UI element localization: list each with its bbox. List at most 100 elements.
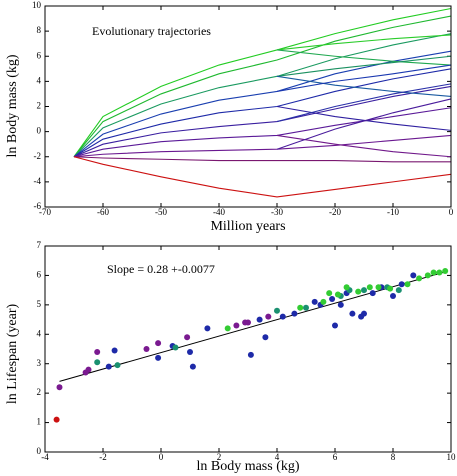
y-tick-label: 5 (37, 299, 42, 309)
point (184, 334, 191, 341)
point (303, 304, 309, 311)
trajectory (73, 134, 452, 158)
point (430, 269, 437, 276)
point (387, 285, 394, 292)
annotation: Evolutionary trajectories (92, 24, 211, 38)
x-tick-label: -20 (329, 207, 341, 217)
point (326, 290, 333, 297)
point (224, 325, 231, 332)
y-tick-label: 4 (37, 328, 42, 338)
y-tick-label: -4 (34, 176, 42, 186)
x-tick-label: 0 (159, 452, 164, 462)
y-tick-label: 10 (32, 0, 42, 10)
x-axis-label: ln Body mass (kg) (196, 459, 299, 474)
point (105, 363, 112, 370)
point (395, 287, 402, 294)
y-tick-label: 6 (37, 269, 42, 279)
point (436, 269, 443, 276)
point (361, 310, 367, 317)
trajectory (73, 33, 452, 158)
point (155, 354, 162, 361)
plot-frame (44, 245, 452, 453)
y-tick-label: 8 (37, 25, 42, 35)
trajectory (73, 7, 452, 158)
point (337, 301, 344, 308)
y-tick-label: 3 (37, 358, 42, 368)
y-tick-label: -2 (34, 151, 42, 161)
point (111, 347, 118, 354)
point (398, 281, 405, 288)
x-tick-label: -60 (97, 207, 109, 217)
point (245, 319, 251, 326)
x-tick-label: -10 (387, 207, 399, 217)
point (189, 363, 196, 370)
point (155, 340, 162, 347)
trajectory (276, 134, 452, 158)
y-tick-label: -6 (34, 201, 42, 211)
point (442, 268, 449, 275)
y-tick-label: 2 (37, 387, 42, 397)
trajectory (276, 83, 452, 123)
point (297, 304, 304, 311)
trajectory (276, 98, 452, 150)
point (187, 348, 193, 355)
y-tick-label: 0 (37, 446, 42, 456)
trajectory (276, 55, 452, 77)
trajectory (73, 68, 452, 158)
point (291, 310, 298, 317)
trajectory (276, 105, 452, 131)
trajectory (73, 156, 452, 198)
annotation: Slope = 0.28 +-0.0077 (107, 262, 215, 276)
trajectory (73, 156, 451, 163)
point (404, 281, 411, 288)
point (53, 416, 60, 423)
y-tick-label: 4 (37, 75, 42, 85)
trajectory (73, 85, 452, 158)
point (416, 275, 423, 282)
x-tick-label: -40 (213, 207, 225, 217)
x-tick-label: 8 (391, 452, 396, 462)
trajectory (276, 64, 452, 92)
point (311, 298, 318, 305)
point (85, 366, 92, 373)
trajectory (73, 50, 452, 158)
point (279, 313, 286, 320)
trajectory (276, 34, 452, 51)
y-tick-label: 0 (37, 126, 42, 136)
x-tick-label: -4 (41, 452, 49, 462)
x-tick-label: 0 (449, 207, 454, 217)
point (366, 284, 373, 291)
plot-frame (44, 5, 452, 208)
point (94, 359, 101, 366)
x-tick-label: -50 (155, 207, 167, 217)
point (143, 346, 150, 352)
point (94, 348, 101, 355)
x-tick-label: -2 (99, 452, 107, 462)
y-axis-label: ln Lifespan (year) (5, 304, 20, 405)
x-tick-label: -70 (39, 207, 51, 217)
point (256, 316, 263, 323)
point (329, 295, 336, 302)
x-axis-label: Million years (210, 219, 285, 234)
point (424, 272, 431, 279)
point (204, 325, 211, 332)
x-tick-label: 6 (333, 452, 338, 462)
y-tick-label: 1 (37, 417, 42, 427)
point (390, 293, 396, 300)
point (375, 284, 382, 291)
point (361, 287, 367, 294)
point (274, 307, 280, 314)
trajectory (276, 49, 452, 66)
x-tick-label: 4 (275, 452, 280, 462)
point (265, 313, 272, 320)
point (247, 351, 254, 358)
point (320, 298, 327, 305)
point (369, 290, 376, 297)
x-tick-label: -30 (271, 207, 283, 217)
y-axis-label: ln Body mass (kg) (5, 54, 20, 157)
y-tick-label: 6 (37, 50, 42, 60)
x-tick-label: 10 (447, 452, 457, 462)
trajectory (73, 107, 452, 158)
point (114, 362, 121, 369)
